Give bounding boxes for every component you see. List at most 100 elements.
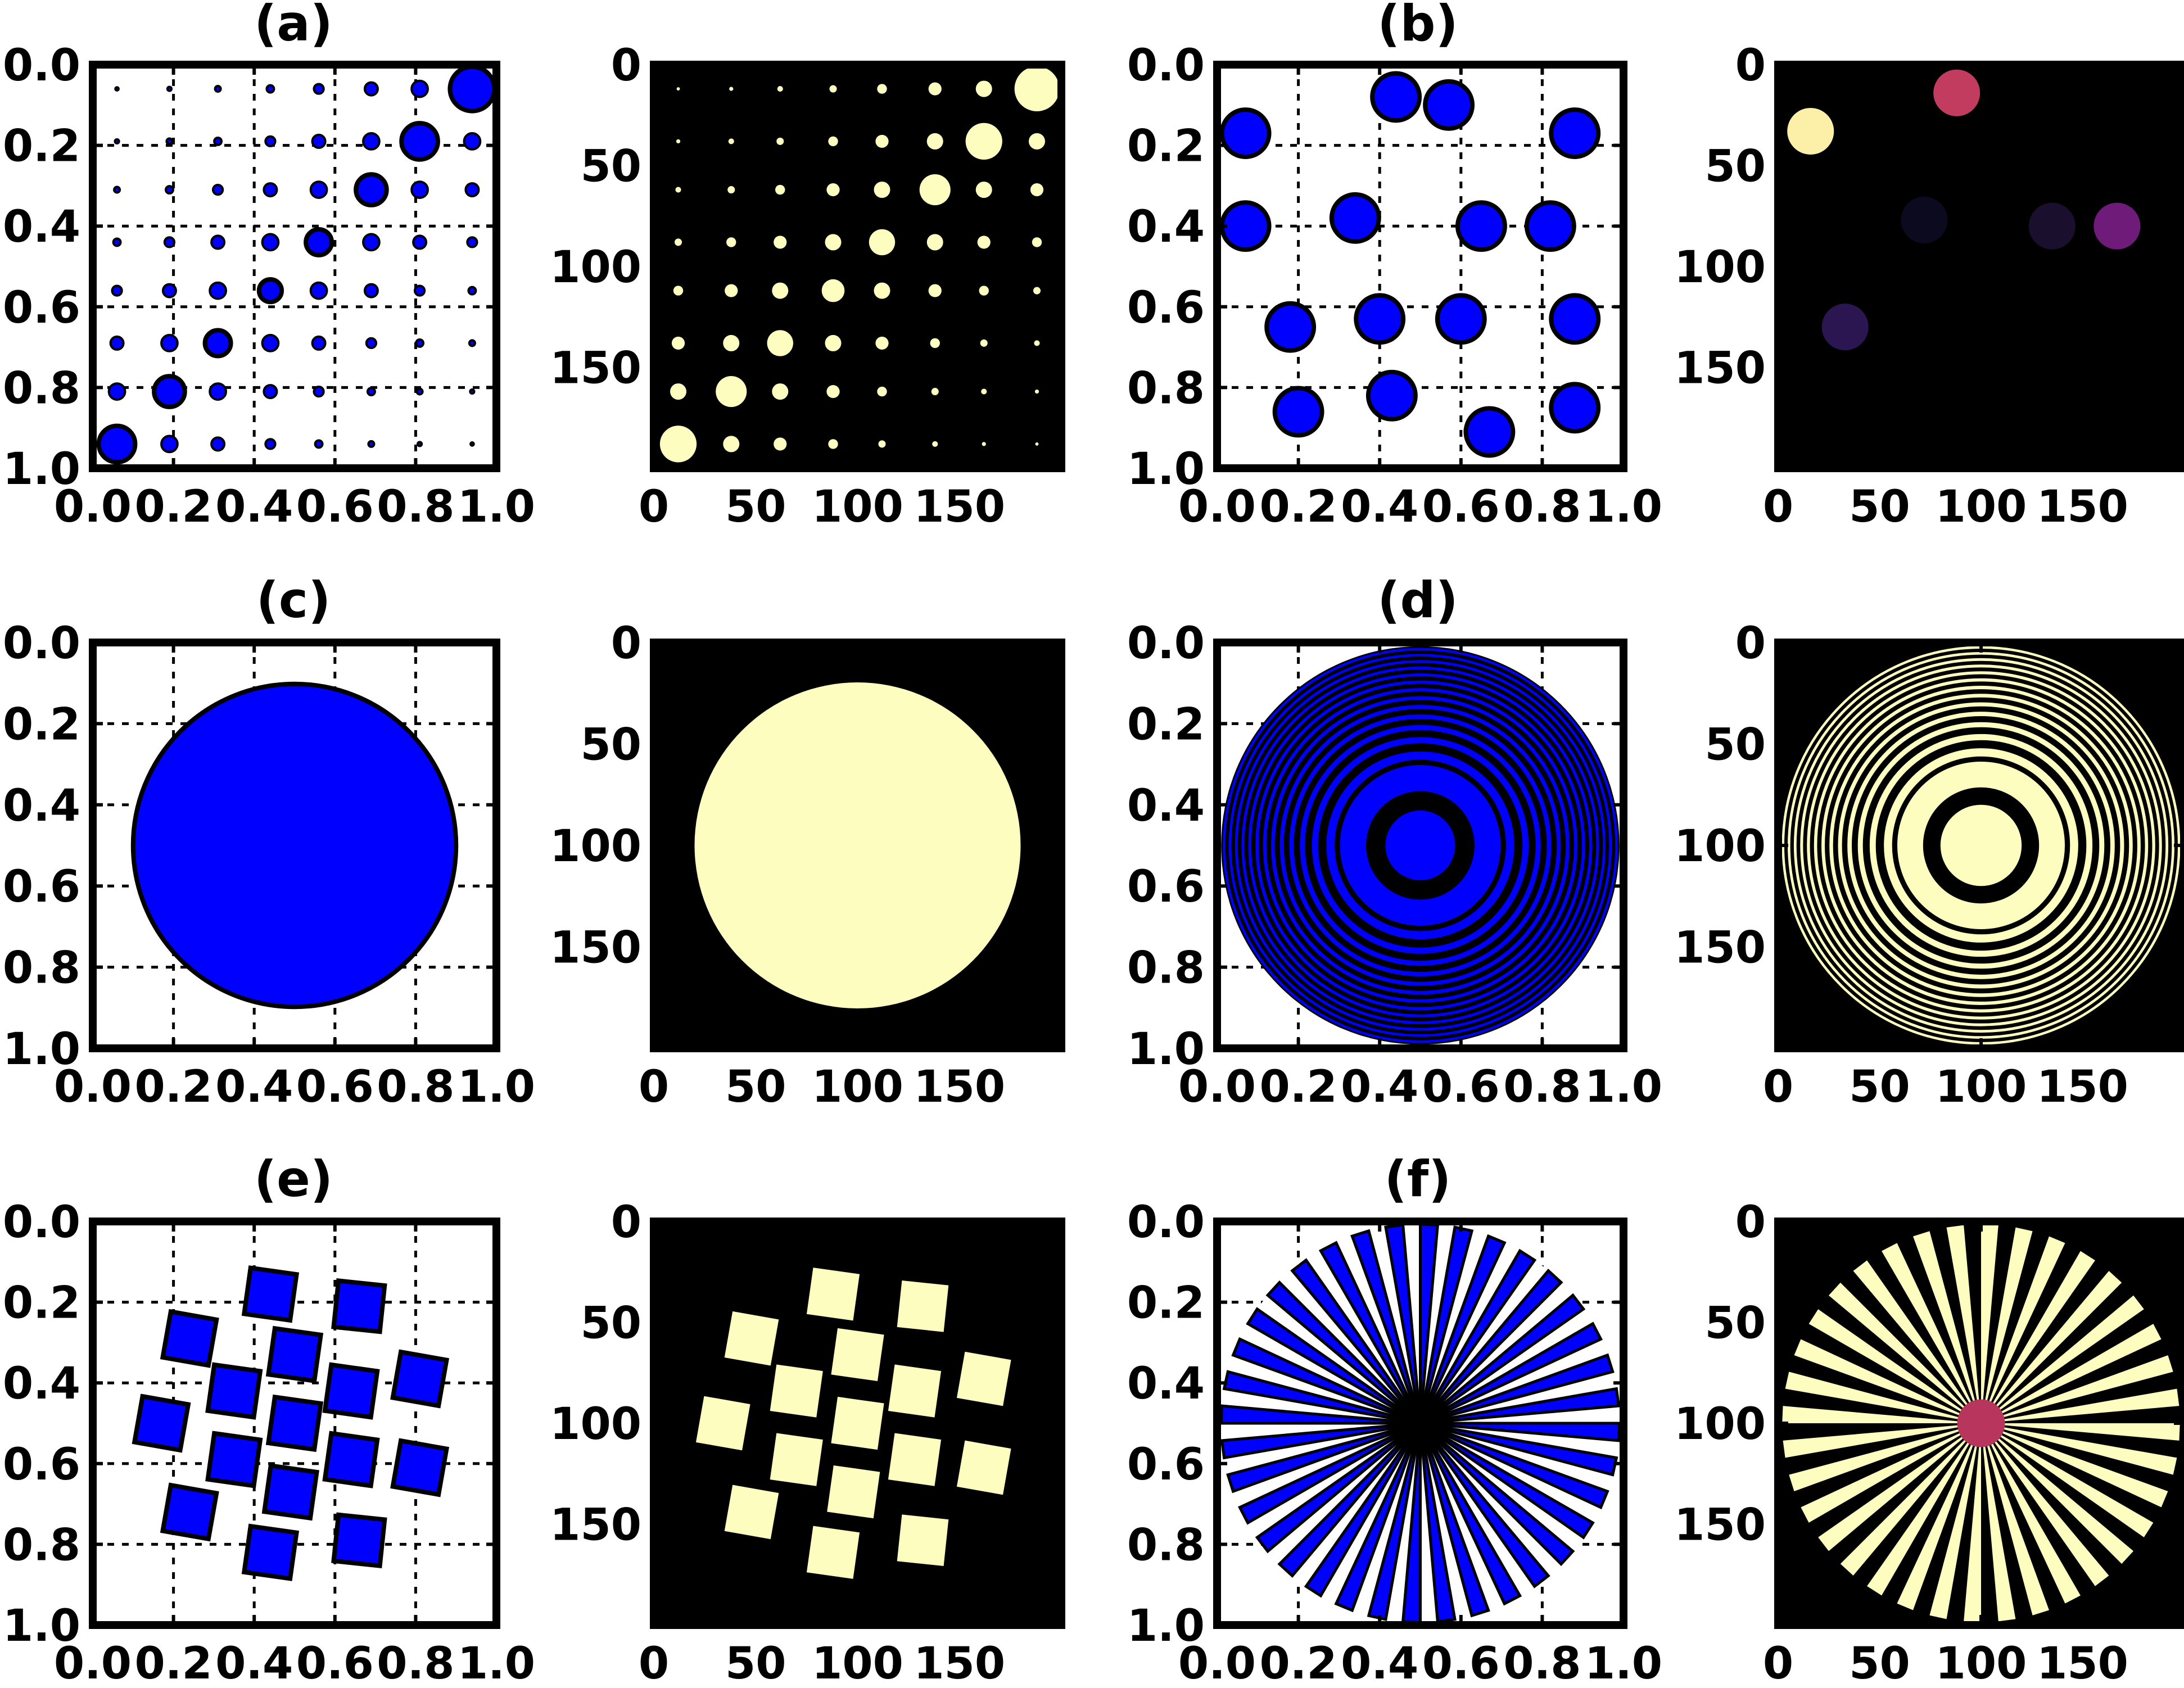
panel-plot-10: 0.0 0.2 0.4 0.6 0.8 1.00.00.20.40.60.81.0 xyxy=(1127,1197,1662,1688)
x-tick-label: 100 xyxy=(1936,1639,2027,1688)
scatter-point xyxy=(727,186,735,194)
ring-stroke xyxy=(1800,664,2162,1026)
x-tick-label: 0.2 xyxy=(135,1639,212,1688)
x-tick-label: 0.8 xyxy=(1503,482,1581,532)
star-spoke xyxy=(1246,1307,1421,1425)
scatter-point xyxy=(256,277,284,305)
x-tick-label: 50 xyxy=(1849,482,1910,532)
scatter-point xyxy=(1264,301,1317,353)
ring-stroke xyxy=(1228,654,1612,1037)
y-tick-label: 0.8 xyxy=(1127,1520,1205,1571)
ring-stroke xyxy=(1807,671,2155,1020)
star-spoke xyxy=(1419,1423,1490,1618)
x-tick-label: 0 xyxy=(1763,1062,1793,1112)
square-shape xyxy=(806,1268,860,1321)
star-spoke xyxy=(1808,1309,1981,1423)
star-spoke xyxy=(1981,1224,1998,1423)
y-tick-label: 150 xyxy=(550,1500,641,1551)
x-tick-label: 0.0 xyxy=(1178,1062,1256,1112)
scatter-point xyxy=(965,123,1002,160)
star-spoke xyxy=(1981,1423,2081,1604)
scatter-point xyxy=(1032,237,1042,247)
y-tick-label: 0.0 xyxy=(1127,40,1205,91)
y-tick-label: 50 xyxy=(580,720,641,771)
scatter-point xyxy=(671,336,685,350)
scatter-point xyxy=(1549,107,1601,159)
plot-area xyxy=(1782,1224,2180,1622)
square-shape xyxy=(897,1280,949,1332)
axes-frame xyxy=(1774,639,2184,1052)
y-tick-label: 0.2 xyxy=(3,699,80,750)
square-shape xyxy=(205,1431,263,1488)
scatter-point xyxy=(463,132,482,151)
x-tick-label: 0.4 xyxy=(1341,1062,1418,1112)
y-tick-label: 0.6 xyxy=(1127,283,1205,333)
scatter-point xyxy=(874,182,890,198)
ring-stroke xyxy=(1223,648,1618,1043)
image-blob xyxy=(1787,107,1834,155)
star-spoke xyxy=(1334,1422,1422,1613)
ring-stroke xyxy=(1263,688,1578,1003)
star-spoke xyxy=(1420,1387,1621,1425)
y-tick-label: 0.2 xyxy=(3,1278,80,1329)
scatter-point xyxy=(869,229,896,256)
axes-background xyxy=(93,65,496,468)
plot-area xyxy=(93,1221,496,1625)
star-center xyxy=(1957,1399,2005,1447)
x-tick-label: 0.2 xyxy=(1260,1062,1337,1112)
y-tick-label: 150 xyxy=(1674,923,1766,974)
scatter-point xyxy=(311,335,327,351)
scatter-point xyxy=(1034,389,1039,394)
scatter-point xyxy=(161,283,177,298)
x-tick-label: 0.8 xyxy=(1503,1639,1581,1688)
star-spoke xyxy=(1828,1282,1981,1423)
scatter-point xyxy=(670,383,686,400)
star-spoke xyxy=(1981,1423,2180,1441)
y-tick-label: 0.4 xyxy=(3,781,80,831)
star-spoke xyxy=(1419,1422,1522,1606)
star-spoke xyxy=(1367,1423,1422,1621)
x-tick-label: 0.4 xyxy=(215,1062,293,1112)
star-spoke xyxy=(1419,1423,1457,1623)
y-tick-label: 0.4 xyxy=(1127,781,1205,831)
image-background xyxy=(1778,65,2184,468)
y-tick-label: 50 xyxy=(1704,720,1766,771)
scatter-point xyxy=(673,286,684,296)
star-spoke xyxy=(1981,1236,2065,1423)
y-tick-label: 1.0 xyxy=(1127,1601,1205,1651)
x-tick-label: 100 xyxy=(812,482,903,532)
scatter-point xyxy=(829,85,837,93)
scatter-point xyxy=(772,383,789,400)
square-shape xyxy=(956,1351,1011,1406)
panel-plot-4: 0.0 0.2 0.4 0.6 0.8 1.00.00.20.40.60.81.0 xyxy=(3,618,535,1112)
scatter-point xyxy=(930,338,940,349)
scatter-point xyxy=(928,284,942,297)
scatter-point xyxy=(469,388,476,395)
scatter-point xyxy=(975,80,992,97)
y-tick-label: 1.0 xyxy=(1127,444,1205,495)
scatter-point xyxy=(828,136,838,147)
x-tick-label: 0.8 xyxy=(377,482,454,532)
axes-frame xyxy=(650,639,1065,1052)
axes-frame xyxy=(650,1218,1065,1629)
star-spoke xyxy=(1840,1423,1981,1576)
x-tick-label: 1.0 xyxy=(1585,482,1662,532)
scatter-point xyxy=(263,182,278,198)
star-spoke xyxy=(1981,1423,2177,1475)
square-shape xyxy=(956,1440,1011,1495)
star-spoke xyxy=(1981,1423,2154,1537)
scatter-point xyxy=(362,233,381,252)
y-tick-label: 50 xyxy=(580,142,641,192)
square-shape xyxy=(888,1364,942,1418)
scatter-point xyxy=(979,286,989,296)
scatter-point xyxy=(415,338,425,348)
scatter-point xyxy=(163,236,176,248)
square-shape xyxy=(390,1438,450,1497)
star-spoke xyxy=(1981,1423,2168,1508)
scatter-point xyxy=(362,132,381,151)
ring-stroke xyxy=(1312,737,1529,954)
axes-frame xyxy=(1213,1218,1627,1629)
